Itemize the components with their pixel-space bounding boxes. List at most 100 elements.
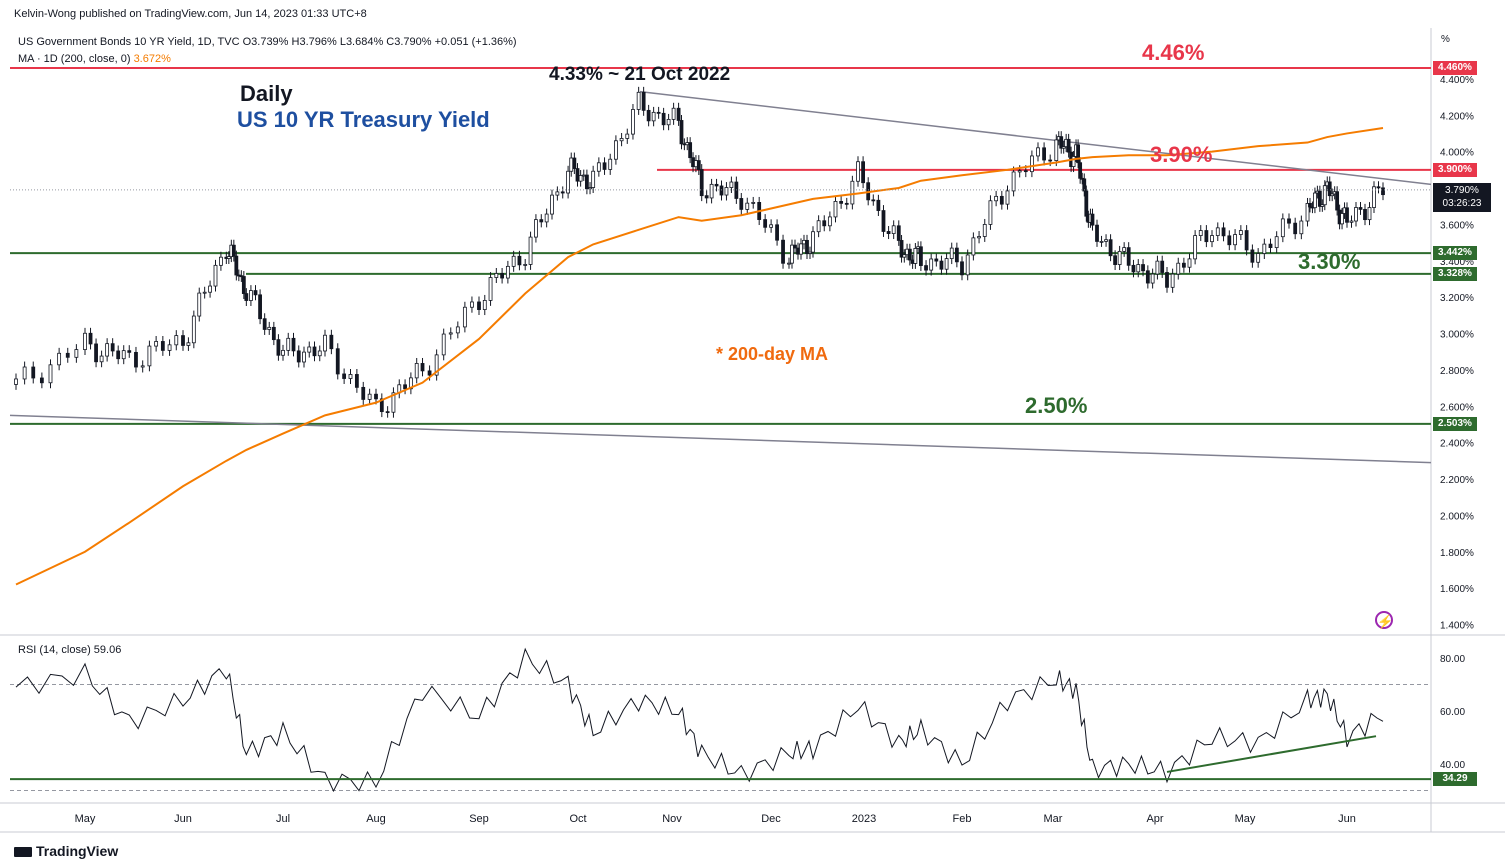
candle-body bbox=[511, 255, 516, 267]
candle-body bbox=[1308, 203, 1312, 208]
candle-body bbox=[1145, 270, 1150, 284]
publisher-line: Kelvin-Wong published on TradingView.com… bbox=[14, 8, 367, 20]
candle-body bbox=[302, 351, 306, 363]
candle-body bbox=[1322, 185, 1327, 206]
price-tick-label: 2.600% bbox=[1440, 402, 1474, 413]
price-level-badge: 3.900% bbox=[1433, 162, 1477, 177]
candle-body bbox=[982, 224, 987, 237]
candle-body bbox=[420, 363, 425, 372]
daily-annotation: Daily bbox=[240, 81, 293, 106]
candle-body bbox=[1170, 273, 1175, 288]
candle-body bbox=[83, 332, 87, 350]
candle-body bbox=[994, 195, 999, 202]
candle-body bbox=[934, 258, 939, 262]
price-tick-label: 4.400% bbox=[1440, 75, 1474, 86]
candle-body bbox=[22, 366, 27, 380]
candle-body bbox=[799, 243, 803, 255]
candle-body bbox=[1381, 187, 1385, 196]
candle-body bbox=[1117, 250, 1122, 265]
candle-body bbox=[226, 256, 231, 259]
candle-body bbox=[286, 337, 291, 351]
candle-body bbox=[729, 181, 734, 188]
ma-legend-value: 3.672% bbox=[133, 53, 171, 65]
tv-logo-icon bbox=[14, 847, 32, 858]
price-tick-label: 2.000% bbox=[1440, 511, 1474, 522]
rsi-legend[interactable]: RSI (14, close) 59.06 bbox=[18, 644, 122, 656]
candle-body bbox=[134, 351, 138, 368]
tv-logo-text: TradingView bbox=[36, 843, 119, 859]
candle-body bbox=[88, 332, 93, 345]
candle-body bbox=[105, 343, 110, 357]
candle-body bbox=[763, 219, 768, 228]
candle-body bbox=[886, 231, 891, 234]
candle-body bbox=[110, 343, 115, 352]
candle-body bbox=[709, 183, 714, 199]
candle-body bbox=[949, 247, 954, 259]
candle-body bbox=[850, 180, 855, 205]
candle-body bbox=[1187, 258, 1192, 268]
candle-body bbox=[1250, 249, 1255, 263]
candle-body bbox=[74, 349, 79, 358]
ma-legend[interactable]: MA · 1D (200, close, 0) 3.672% bbox=[18, 53, 171, 65]
candle-body bbox=[403, 384, 407, 390]
lightning-icon[interactable]: ⚡ bbox=[1375, 611, 1393, 629]
candle-body bbox=[271, 326, 276, 341]
candle-body bbox=[57, 352, 62, 366]
candle-body bbox=[1287, 218, 1291, 224]
candle-body bbox=[919, 246, 923, 266]
tradingview-logo[interactable]: TradingView bbox=[14, 843, 118, 859]
candle-body bbox=[1274, 236, 1279, 248]
candle-body bbox=[477, 301, 481, 310]
candle-body bbox=[258, 294, 262, 320]
price-tick-label: 2.400% bbox=[1440, 439, 1474, 450]
candle-body bbox=[704, 195, 709, 199]
candle-body bbox=[281, 349, 285, 356]
candle-body bbox=[560, 191, 565, 194]
candle-body bbox=[902, 254, 907, 258]
candle-body bbox=[602, 162, 607, 170]
price-tick-label: 3.600% bbox=[1440, 220, 1474, 231]
candle-body bbox=[1155, 260, 1160, 275]
candle-body bbox=[1104, 239, 1108, 242]
rsi-level-badge: 34.29 bbox=[1433, 772, 1477, 787]
candle-body bbox=[1354, 207, 1358, 222]
unit-label: % bbox=[1441, 34, 1450, 45]
time-axis-label: Feb bbox=[953, 813, 972, 825]
candle-body bbox=[1061, 146, 1066, 149]
candle-body bbox=[656, 111, 661, 114]
candle-body bbox=[241, 276, 246, 294]
candle-body bbox=[977, 236, 981, 239]
candle-body bbox=[769, 224, 774, 228]
candle-body bbox=[1227, 235, 1232, 246]
candle-body bbox=[342, 373, 347, 379]
candle-body bbox=[550, 194, 554, 215]
candle-body bbox=[913, 248, 918, 264]
candle-body bbox=[1095, 224, 1099, 242]
candle-body bbox=[775, 224, 779, 241]
candle-body bbox=[1376, 186, 1381, 189]
candle-body bbox=[651, 111, 656, 122]
candle-body bbox=[896, 225, 901, 241]
candle-body bbox=[881, 210, 886, 232]
candle-body bbox=[811, 231, 815, 253]
candle-body bbox=[434, 354, 439, 376]
candle-body bbox=[154, 341, 159, 347]
candle-body bbox=[1349, 220, 1354, 223]
candle-body bbox=[1181, 262, 1186, 268]
rsi-tick-label: 40.00 bbox=[1440, 760, 1465, 771]
price-level-badge: 3.442% bbox=[1433, 246, 1477, 261]
rsi-tick-label: 80.00 bbox=[1440, 654, 1465, 665]
candle-body bbox=[448, 332, 453, 335]
candle-body bbox=[1122, 247, 1127, 252]
candle-body bbox=[1215, 227, 1220, 236]
time-axis-label: Jun bbox=[174, 813, 192, 825]
price-level-badge: 2.503% bbox=[1433, 416, 1477, 431]
candle-body bbox=[719, 185, 724, 196]
candle-body bbox=[39, 377, 44, 384]
price-tick-label: 1.400% bbox=[1440, 621, 1474, 632]
candle-body bbox=[827, 216, 832, 227]
candle-body bbox=[539, 219, 544, 223]
candle-body bbox=[197, 292, 202, 317]
symbol-legend[interactable]: US Government Bonds 10 YR Yield, 1D, TVC… bbox=[18, 36, 517, 48]
